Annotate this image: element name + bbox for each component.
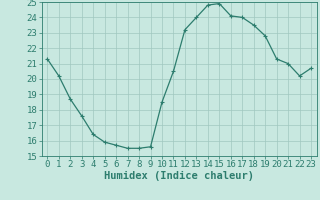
X-axis label: Humidex (Indice chaleur): Humidex (Indice chaleur) <box>104 171 254 181</box>
